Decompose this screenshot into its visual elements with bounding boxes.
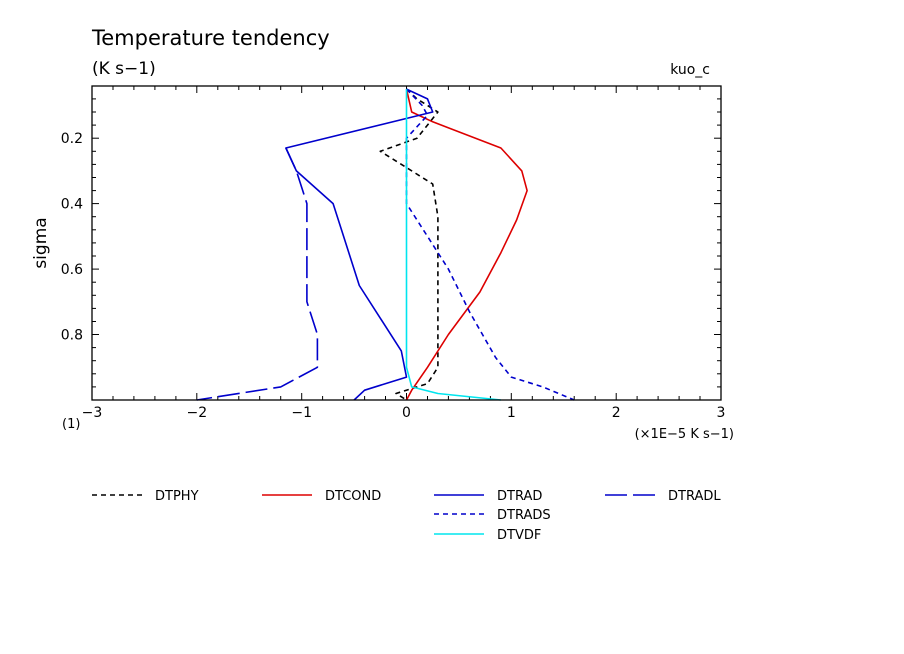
legend: DTPHY DTCOND DTRAD DTRADL DTRADS DTVDF: [92, 489, 721, 543]
x-tick-label: 0: [402, 405, 411, 421]
x-tick-label: 1: [507, 405, 516, 421]
legend-label: DTRAD: [497, 489, 542, 504]
case-label: kuo_c: [670, 62, 710, 78]
series-line-dtrad: [285, 88, 434, 401]
x-tick-label: 3: [717, 405, 726, 421]
legend-label: DTRADL: [668, 489, 721, 504]
series-line-dtcond: [405, 88, 528, 401]
series-line-dtradl: [196, 147, 319, 401]
panel-label: (1): [62, 417, 80, 432]
plot-frame: [91, 85, 722, 401]
x-tick-label: −1: [291, 405, 312, 421]
y-tick-label: 0.8: [61, 328, 83, 344]
legend-label: DTVDF: [497, 528, 541, 543]
series-line-dtphy: [379, 88, 439, 401]
legend-label: DTPHY: [155, 489, 199, 504]
legend-label: DTCOND: [325, 489, 381, 504]
series-line-dtvdf: [405, 89, 501, 401]
chart-title: Temperature tendency: [91, 26, 330, 50]
series-lines: [196, 88, 575, 401]
chart-units: (K s−1): [92, 59, 156, 79]
series-line-dtrads: [405, 88, 575, 401]
y-tick-label: 0.4: [61, 197, 83, 213]
x-axis-label: (×1E−5 K s−1): [635, 427, 734, 442]
x-tick-label: 2: [612, 405, 621, 421]
x-tick-label: −3: [82, 405, 103, 421]
x-tick-label: −2: [187, 405, 208, 421]
y-axis-label: sigma: [31, 217, 51, 268]
y-tick-label: 0.2: [61, 131, 83, 147]
legend-label: DTRADS: [497, 508, 551, 523]
y-tick-label: 0.6: [61, 262, 83, 278]
plot-axes: −3 −2 −1 0 1 2 3 0.2 0.4 0.6 0.8: [61, 86, 726, 421]
